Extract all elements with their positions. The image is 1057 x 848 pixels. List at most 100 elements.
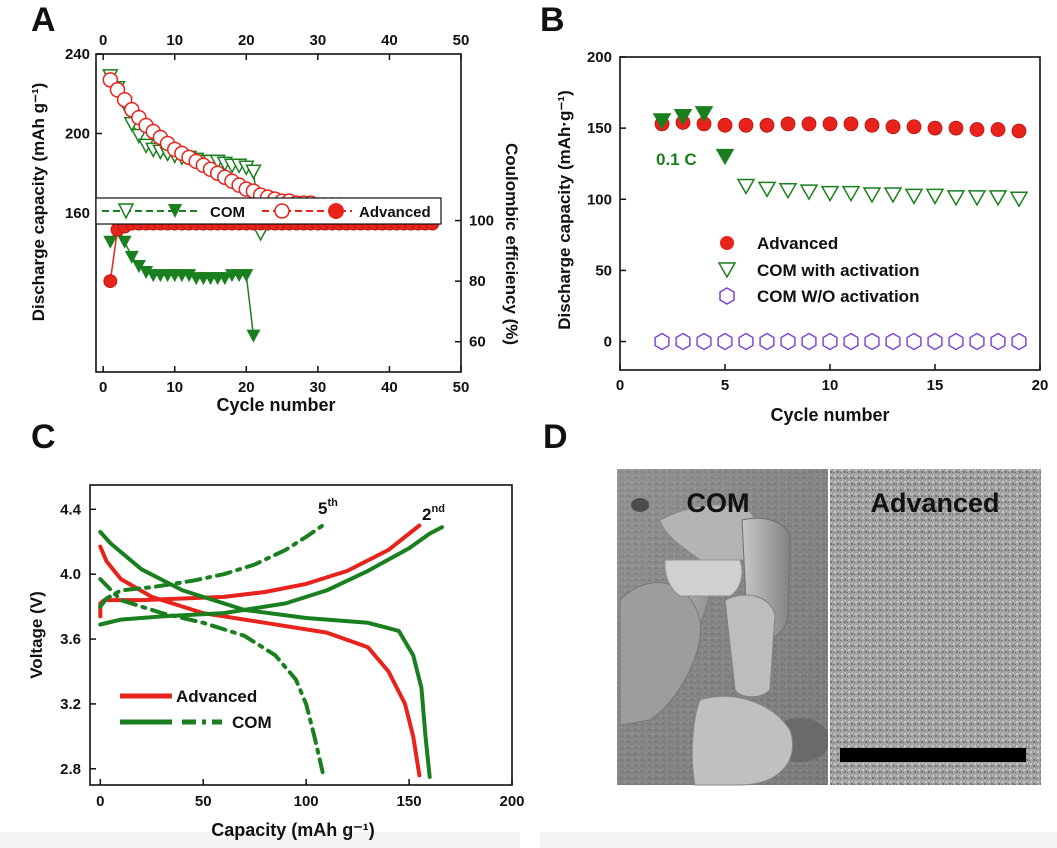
b-point-com-activation: [715, 148, 735, 166]
annotation-2nd-base: 2: [422, 505, 431, 524]
chart-c-annotation-2nd: 2nd: [422, 503, 445, 524]
legend-c-advanced-label: Advanced: [176, 687, 257, 706]
b-point-com-activation: [988, 190, 1008, 207]
chart-c-frame: [89, 484, 513, 786]
chart-b-marks: [652, 106, 1029, 351]
b-ytick-label: 50: [595, 262, 612, 279]
legend-c-com-label: COM: [232, 713, 272, 732]
legend-b-com-act-symbol: [717, 262, 737, 279]
b-point-com-activation: [757, 181, 777, 198]
a-toptick-label: 20: [238, 32, 255, 49]
footer-band-right: [540, 832, 1057, 848]
sem-com-label: COM: [687, 488, 750, 518]
b-point-com-wo: [738, 332, 754, 351]
c-curve-advanced-2nd-discharge: [98, 544, 422, 778]
b-point-com-wo: [675, 332, 691, 351]
b-point-com-wo: [759, 332, 775, 351]
b-point-advanced: [843, 116, 859, 132]
b-point-com-activation: [925, 188, 945, 205]
chart-a-y2label: Coulombic efficiency (%): [502, 143, 521, 345]
a-toptick-label: 10: [166, 32, 183, 49]
panel-label-a: A: [31, 1, 56, 39]
b-point-com-activation: [862, 187, 882, 204]
chart-b-annotation: 0.1 C: [656, 150, 697, 169]
panel-label-b: B: [540, 1, 565, 39]
a-xtick-label: 10: [166, 379, 183, 396]
a-xtick-label: 20: [238, 379, 255, 396]
a-point-com-efficiency: [239, 269, 254, 283]
b-point-com-wo: [885, 332, 901, 351]
legend-com-label: COM: [210, 204, 245, 221]
b-point-advanced: [885, 119, 901, 135]
a-toptick-label: 30: [310, 32, 327, 49]
b-point-com-wo: [969, 332, 985, 351]
c-xtick-label: 200: [499, 793, 524, 810]
b-ytick-label: 100: [587, 191, 612, 208]
a-y2tick-label: 80: [469, 273, 486, 290]
a-xtick-label: 40: [381, 379, 398, 396]
b-point-com-activation: [652, 113, 672, 130]
b-point-com-wo: [927, 332, 943, 351]
c-xtick-label: 100: [294, 793, 319, 810]
b-point-com-wo: [1011, 332, 1027, 351]
legend-advanced-label: Advanced: [359, 204, 431, 221]
a-xtick-label: 0: [99, 379, 107, 396]
b-point-com-activation: [736, 178, 756, 195]
b-xtick-label: 0: [616, 377, 624, 394]
footer-band-left: [0, 832, 520, 848]
legend-b-com-wo-symbol: [719, 287, 735, 305]
b-point-com-activation: [799, 184, 819, 201]
b-point-com-wo: [717, 332, 733, 351]
b-point-advanced: [801, 116, 817, 132]
legend-com-open-triangle: [117, 203, 135, 220]
c-xtick-label: 150: [397, 793, 422, 810]
b-point-com-activation: [778, 182, 798, 200]
b-point-advanced: [906, 119, 922, 135]
b-point-com-activation: [820, 185, 840, 203]
b-point-com-wo: [780, 332, 796, 351]
chart-c-xlabel: Capacity (mAh g⁻¹): [211, 820, 375, 840]
chart-c-ticks: 0 50 100 150 200 2.8 3.2 3.6 4.0 4.4: [60, 501, 524, 810]
a-xtick-label: 30: [310, 379, 327, 396]
legend-b-advanced-label: Advanced: [757, 234, 838, 253]
chart-c-marks: [98, 523, 444, 779]
chart-c: 0 50 100 150 200 2.8 3.2 3.6 4.0 4.4 5th 2nd Adva…: [27, 484, 525, 840]
chart-c-annotation-5th: 5th: [318, 497, 338, 518]
annotation-5th-base: 5: [318, 499, 327, 518]
b-point-com-activation: [967, 190, 987, 207]
a-y2tick-label: 60: [469, 334, 486, 351]
panel-label-d: D: [543, 418, 568, 456]
chart-c-legend: Advanced COM: [120, 687, 272, 732]
a-point-com-efficiency: [124, 250, 139, 264]
b-point-advanced: [1011, 123, 1027, 139]
a-point-com-efficiency: [103, 235, 118, 249]
scale-bar: [840, 748, 1026, 762]
a-point-com-capacity: [130, 128, 148, 145]
b-point-com-activation: [694, 106, 714, 123]
b-xtick-label: 15: [927, 377, 944, 394]
b-point-advanced: [927, 120, 943, 136]
b-xtick-label: 20: [1032, 377, 1049, 394]
b-point-advanced: [780, 116, 796, 132]
c-curve-com-2nd-charge: [98, 525, 444, 627]
chart-a-ticks: 0 10 20 30 40 50 0 10 20 30 40 50 160 200 240 60 80 100: [65, 32, 494, 396]
b-point-com-activation: [673, 109, 693, 126]
c-xtick-label: 0: [96, 793, 104, 810]
b-point-com-wo: [696, 332, 712, 351]
b-point-com-wo: [906, 332, 922, 351]
sem-com-image: [617, 469, 830, 786]
b-point-com-activation: [883, 187, 903, 204]
a-ytick-label: 160: [65, 205, 90, 222]
a-point-com-efficiency: [246, 329, 261, 343]
a-ytick-label: 240: [65, 46, 90, 63]
a-toptick-label: 0: [99, 32, 107, 49]
legend-b-com-act-label: COM with activation: [757, 261, 919, 280]
a-point-com-capacity: [245, 164, 262, 180]
legend-com-filled-triangle: [168, 204, 182, 218]
b-ytick-label: 0: [604, 334, 612, 351]
b-xtick-label: 10: [822, 377, 839, 394]
c-curve-com-5th-discharge: [98, 577, 325, 774]
b-point-com-wo: [948, 332, 964, 351]
